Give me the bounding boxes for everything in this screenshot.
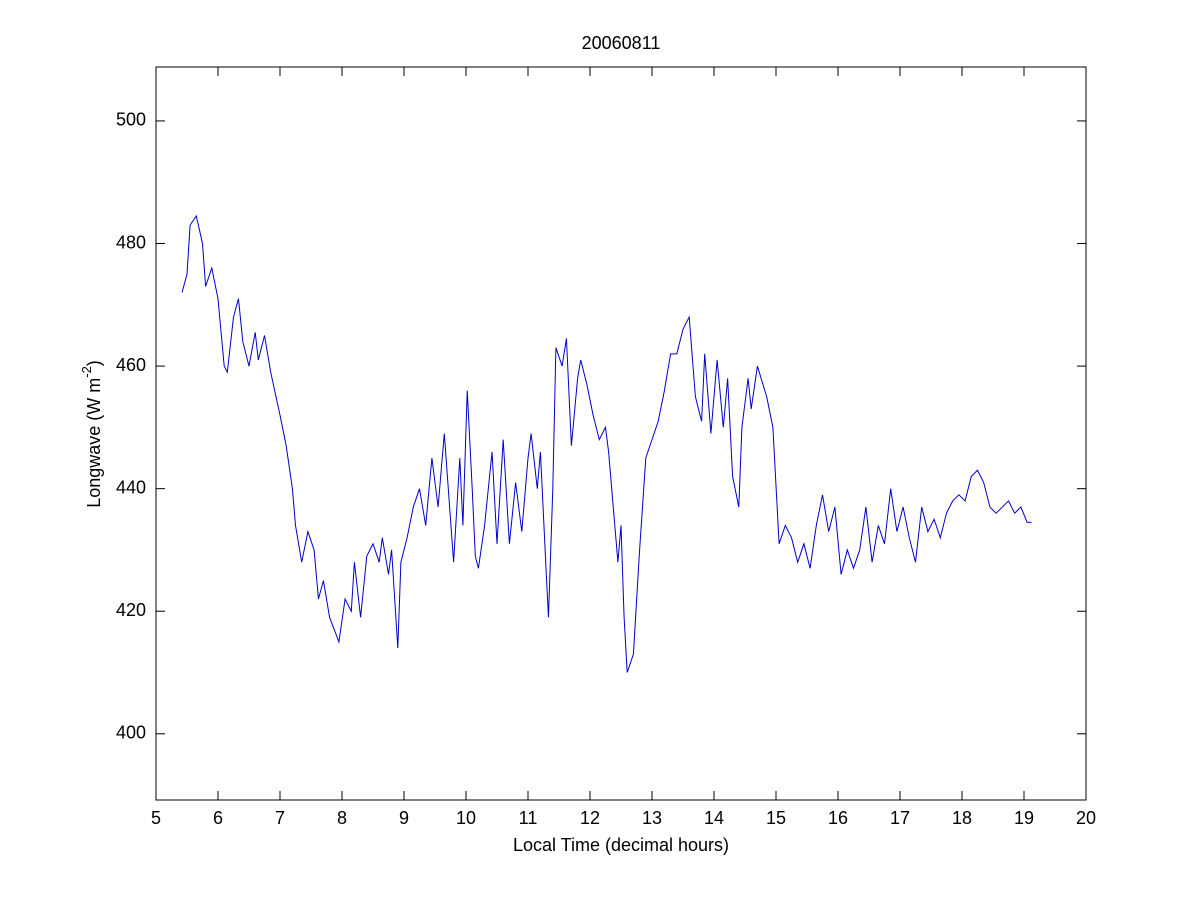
x-tick-label: 5 [151,808,161,828]
x-tick-label: 17 [890,808,910,828]
y-tick-label: 500 [116,110,146,130]
x-tick-label: 12 [580,808,600,828]
x-tick-label: 15 [766,808,786,828]
y-tick-label: 480 [116,232,146,252]
y-tick-label: 420 [116,600,146,620]
x-tick-label: 20 [1076,808,1096,828]
x-tick-label: 16 [828,808,848,828]
data-line [181,214,1032,673]
plot-frame [155,66,1087,801]
y-axis-label-suffix: ) [84,360,104,366]
x-tick-label: 10 [456,808,476,828]
x-tick-label: 7 [275,808,285,828]
y-axis-label: Longwave (W m-2) [79,360,103,508]
x-axis-label: Local Time (decimal hours) [513,835,729,855]
x-tick-label: 13 [642,808,662,828]
x-tick-label: 8 [337,808,347,828]
y-tick-label: 400 [116,723,146,743]
x-tick-label: 9 [399,808,409,828]
chart-title: 20060811 [582,33,661,53]
x-tick-label: 18 [952,808,972,828]
y-axis-label-text: Longwave (W m [84,378,104,508]
x-tick-label: 6 [213,808,223,828]
y-tick-label: 440 [116,477,146,497]
y-tick-label: 460 [116,355,146,375]
y-axis-label-superscript: -2 [79,366,94,378]
x-tick-label: 14 [704,808,724,828]
x-tick-label: 19 [1014,808,1034,828]
x-tick-label: 11 [519,808,538,828]
